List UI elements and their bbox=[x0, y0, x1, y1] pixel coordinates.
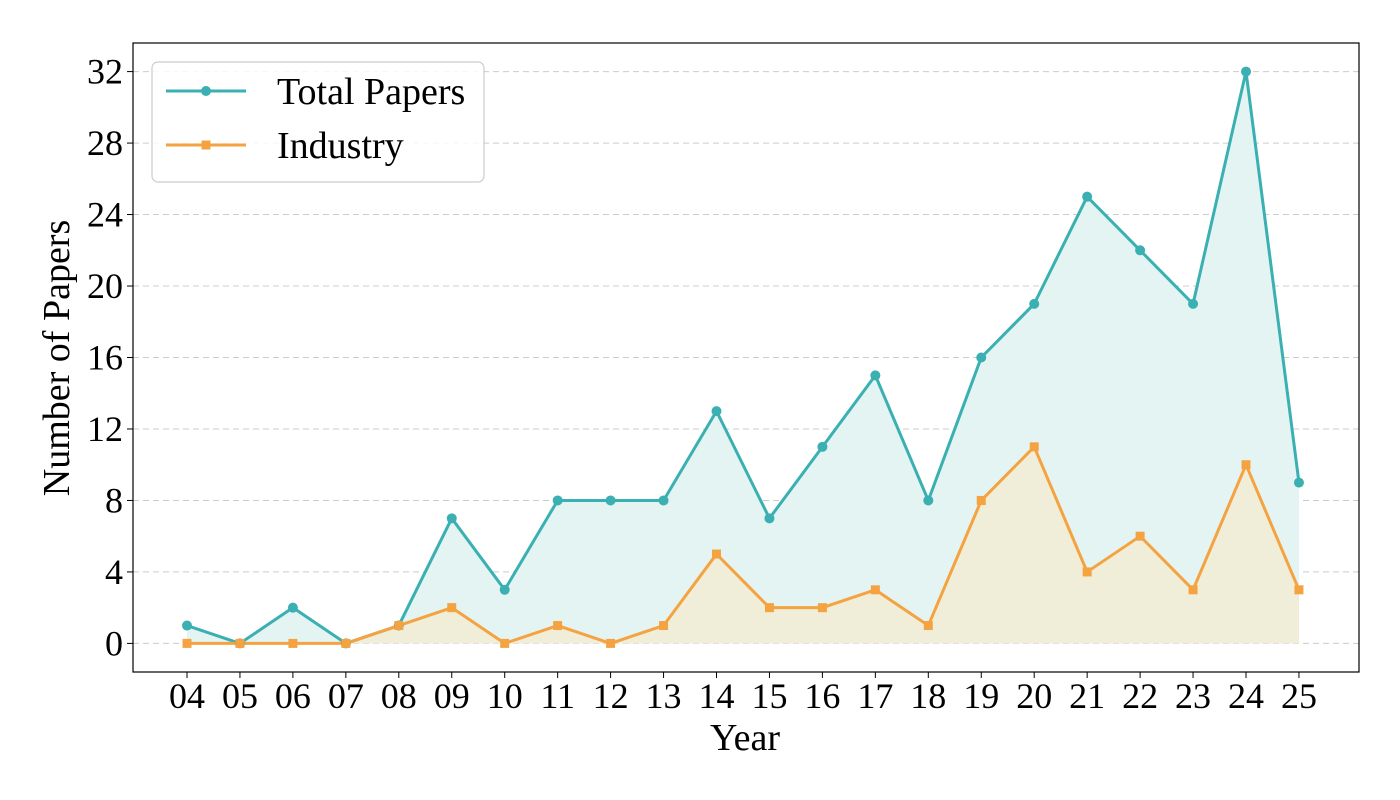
legend: Total Papers Industry bbox=[151, 61, 485, 183]
area-fill-industry bbox=[187, 446, 1299, 644]
x-tick-label-09: 09 bbox=[434, 676, 470, 716]
point-industry-14 bbox=[712, 549, 721, 559]
point-total-papers-18 bbox=[923, 495, 934, 506]
point-industry-10 bbox=[500, 638, 510, 648]
legend-entry-total-papers: Total Papers bbox=[166, 71, 465, 113]
point-total-papers-21 bbox=[1082, 191, 1093, 202]
point-total-papers-24 bbox=[1241, 66, 1251, 77]
point-industry-23 bbox=[1188, 585, 1198, 595]
x-tick-label-08: 08 bbox=[381, 676, 417, 716]
point-total-papers-10 bbox=[499, 584, 510, 595]
y-tick-label-20: 20 bbox=[87, 266, 123, 306]
y-tick-label-0: 0 bbox=[105, 623, 123, 663]
legend-entry-industry: Industry bbox=[166, 125, 404, 167]
point-total-papers-12 bbox=[605, 495, 616, 506]
y-tick-label-32: 32 bbox=[87, 52, 123, 92]
point-total-papers-15 bbox=[764, 513, 775, 524]
marker-layer bbox=[182, 66, 1304, 649]
y-tick-label-4: 4 bbox=[105, 552, 123, 592]
point-industry-21 bbox=[1082, 567, 1092, 577]
point-industry-08 bbox=[394, 621, 404, 631]
point-industry-04 bbox=[182, 638, 192, 648]
point-total-papers-06 bbox=[287, 602, 298, 613]
point-total-papers-09 bbox=[446, 513, 457, 524]
y-tick-label-16: 16 bbox=[87, 338, 123, 378]
point-industry-19 bbox=[976, 495, 986, 505]
x-tick-label-05: 05 bbox=[222, 676, 258, 716]
point-industry-15 bbox=[764, 603, 774, 613]
point-industry-25 bbox=[1294, 585, 1304, 595]
legend-marker-total-papers bbox=[201, 86, 211, 96]
point-total-papers-04 bbox=[182, 620, 192, 631]
legend-label-total-papers: Total Papers bbox=[277, 71, 465, 113]
point-industry-24 bbox=[1241, 460, 1251, 470]
point-total-papers-17 bbox=[870, 370, 881, 381]
point-total-papers-22 bbox=[1135, 245, 1146, 256]
point-industry-17 bbox=[870, 585, 880, 595]
point-total-papers-16 bbox=[817, 441, 828, 452]
series-line-industry bbox=[187, 445, 1301, 645]
x-tick-label-24: 24 bbox=[1228, 676, 1264, 716]
point-industry-12 bbox=[606, 638, 616, 648]
x-tick-label-19: 19 bbox=[963, 676, 999, 716]
x-tick-label-18: 18 bbox=[910, 676, 946, 716]
grid-layer bbox=[133, 71, 1359, 644]
y-tick-label-8: 8 bbox=[105, 480, 123, 520]
point-total-papers-14 bbox=[711, 406, 722, 417]
x-axis-label: Year bbox=[710, 717, 780, 759]
point-total-papers-11 bbox=[552, 495, 563, 506]
y-tick-label-28: 28 bbox=[87, 123, 123, 163]
point-total-papers-13 bbox=[658, 495, 669, 506]
x-tick-label-15: 15 bbox=[751, 676, 787, 716]
series-line-layer bbox=[186, 70, 1301, 645]
point-industry-20 bbox=[1029, 442, 1039, 452]
y-axis-ticks: 0 4 8 12 16 20 24 28 32 bbox=[87, 52, 133, 663]
x-tick-label-16: 16 bbox=[804, 676, 840, 716]
x-tick-label-10: 10 bbox=[487, 676, 523, 716]
x-tick-label-06: 06 bbox=[275, 676, 311, 716]
x-tick-label-17: 17 bbox=[857, 676, 893, 716]
y-tick-label-12: 12 bbox=[87, 409, 123, 449]
x-axis-ticks: 04 05 06 07 08 09 10 11 12 13 14 15 16 17 18 19 20 21 22 23… bbox=[169, 672, 1317, 716]
x-tick-label-12: 12 bbox=[593, 676, 629, 716]
x-tick-label-07: 07 bbox=[328, 676, 364, 716]
point-industry-09 bbox=[447, 603, 457, 613]
legend-label-industry: Industry bbox=[277, 125, 404, 167]
point-industry-07 bbox=[341, 638, 351, 648]
point-industry-13 bbox=[659, 621, 669, 631]
area-fill-layer bbox=[187, 71, 1299, 644]
point-industry-05 bbox=[235, 638, 245, 648]
x-tick-label-25: 25 bbox=[1281, 676, 1317, 716]
x-tick-label-14: 14 bbox=[699, 676, 735, 716]
x-tick-label-04: 04 bbox=[169, 676, 205, 716]
x-tick-label-20: 20 bbox=[1016, 676, 1052, 716]
x-tick-label-11: 11 bbox=[540, 676, 575, 716]
x-tick-label-13: 13 bbox=[646, 676, 682, 716]
point-industry-16 bbox=[817, 603, 827, 613]
x-tick-label-22: 22 bbox=[1122, 676, 1158, 716]
point-total-papers-23 bbox=[1188, 298, 1199, 309]
point-total-papers-20 bbox=[1029, 298, 1040, 309]
point-industry-06 bbox=[288, 638, 298, 648]
point-total-papers-25 bbox=[1293, 477, 1304, 488]
x-tick-label-21: 21 bbox=[1069, 676, 1105, 716]
point-industry-22 bbox=[1135, 531, 1145, 541]
y-axis-label: Number of Papers bbox=[36, 220, 78, 496]
legend-marker-industry bbox=[201, 140, 211, 150]
point-industry-18 bbox=[923, 621, 933, 631]
y-tick-label-24: 24 bbox=[87, 195, 123, 235]
point-total-papers-19 bbox=[976, 352, 987, 363]
x-tick-label-23: 23 bbox=[1175, 676, 1211, 716]
point-industry-11 bbox=[553, 621, 563, 631]
